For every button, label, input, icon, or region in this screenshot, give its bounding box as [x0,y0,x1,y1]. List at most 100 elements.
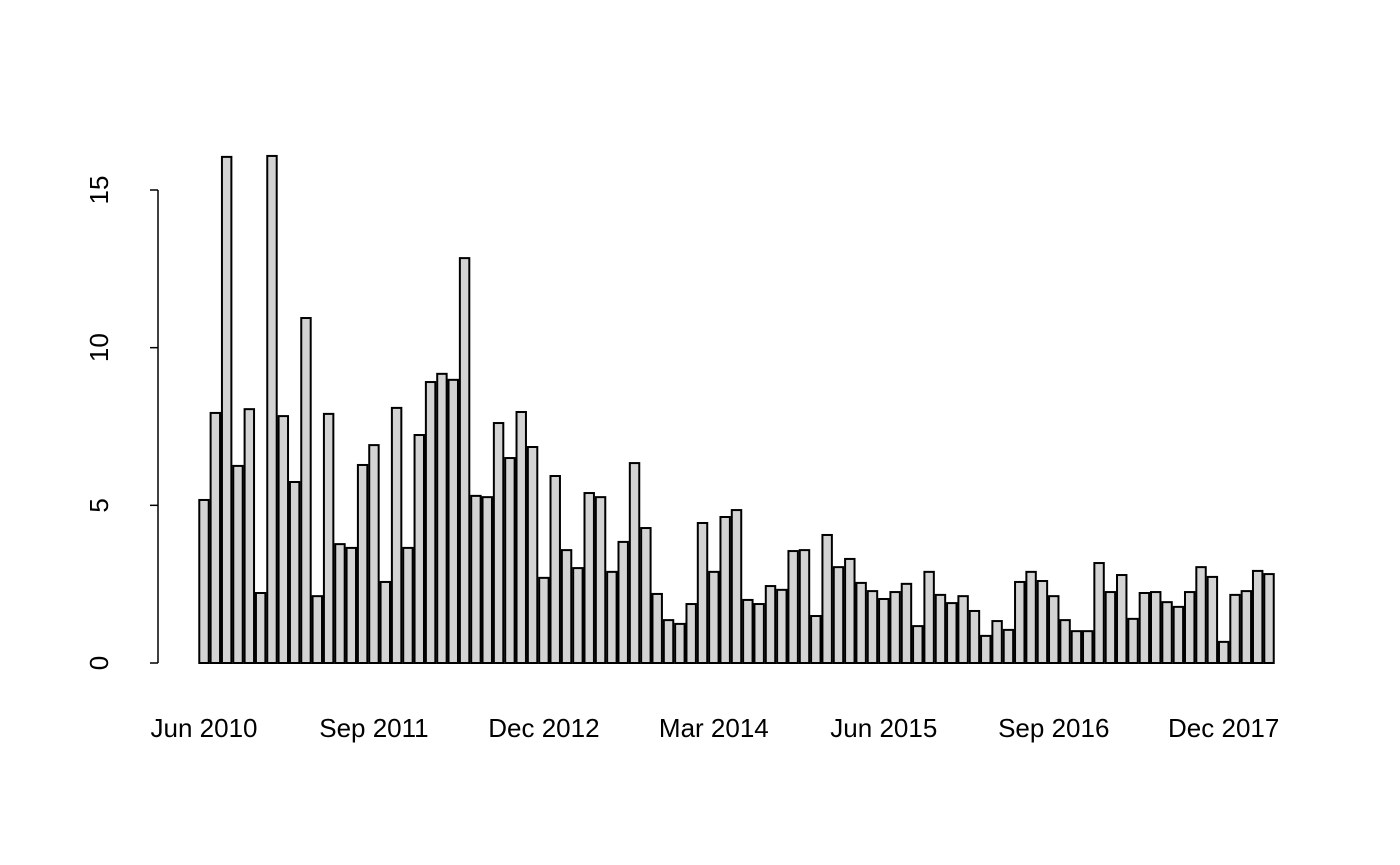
y-tick-label: 5 [84,498,114,512]
x-tick-label: Dec 2012 [488,713,599,743]
bar [1036,580,1049,664]
bar [957,595,969,665]
bar [288,480,301,664]
bar [322,412,335,664]
bar [492,422,505,665]
bar [640,527,652,665]
bar [515,410,527,664]
bar [402,546,414,664]
bar [821,533,833,664]
bar [1206,575,1219,664]
bar [878,597,890,664]
bar [1195,566,1207,665]
bar [651,592,663,665]
bar [458,257,471,664]
bar [379,580,391,665]
bar [583,492,595,664]
bar [1161,601,1173,665]
bar [470,494,482,664]
bar [572,567,584,664]
bar [1263,573,1275,664]
bar [209,411,222,664]
x-tick-label: Sep 2011 [319,713,428,743]
bar [1048,595,1060,665]
bar [198,498,210,664]
bar [345,546,358,664]
bar [742,598,754,665]
bar [1025,570,1037,664]
bar [1172,605,1185,664]
bar [549,475,561,664]
bar [798,549,811,664]
bar [776,588,788,664]
bar [526,445,539,664]
bar [390,406,403,664]
bar [266,154,278,664]
bar [594,496,607,664]
bar [300,317,312,664]
x-tick-label: Jun 2015 [830,713,937,743]
bar [934,593,947,664]
bar [855,581,867,664]
bar [1240,590,1253,664]
bar [277,415,290,664]
bar [810,615,822,664]
y-tick-label: 15 [84,176,114,205]
bar [1002,628,1015,665]
bar [334,543,346,664]
bar [832,566,845,665]
bar [1093,562,1105,664]
bar [980,634,992,665]
bar [356,463,369,664]
y-tick-label: 10 [84,333,114,362]
bar [1014,580,1026,665]
bar [889,591,901,664]
bar [662,619,675,665]
bar [900,582,913,664]
bar [606,570,618,664]
bar [1229,593,1241,664]
bar [232,464,244,664]
bar [764,585,777,664]
bar [696,521,709,664]
bar [708,570,720,664]
bar [436,372,448,664]
bar [1059,619,1071,665]
bar [1104,591,1117,664]
x-tick-label: Jun 2010 [151,713,258,743]
bar [1251,569,1264,664]
bar [1070,630,1083,664]
bar [946,602,958,665]
bar [1116,574,1128,664]
bar [220,155,233,664]
bar [685,603,697,664]
bar [1082,630,1094,664]
bar [560,549,573,664]
bar [413,434,425,664]
bar [1183,591,1196,664]
bar [368,444,380,665]
bar [504,457,516,664]
bar [1150,591,1162,664]
bar [1127,617,1139,664]
x-tick-label: Mar 2014 [659,713,769,743]
bar [447,378,459,664]
bar [311,595,324,665]
bar [481,496,493,664]
bar [991,620,1003,665]
bar [538,576,550,664]
bar [912,625,924,665]
bar [968,609,981,664]
bar [730,509,743,664]
bar [424,381,437,664]
bar [1217,640,1230,665]
bar [719,516,731,664]
x-tick-label: Sep 2016 [998,713,1109,743]
bar [628,462,641,664]
bar [254,591,267,664]
bar [753,603,765,664]
bar [1138,591,1151,664]
y-tick-label: 0 [84,656,114,670]
bar [617,540,629,664]
